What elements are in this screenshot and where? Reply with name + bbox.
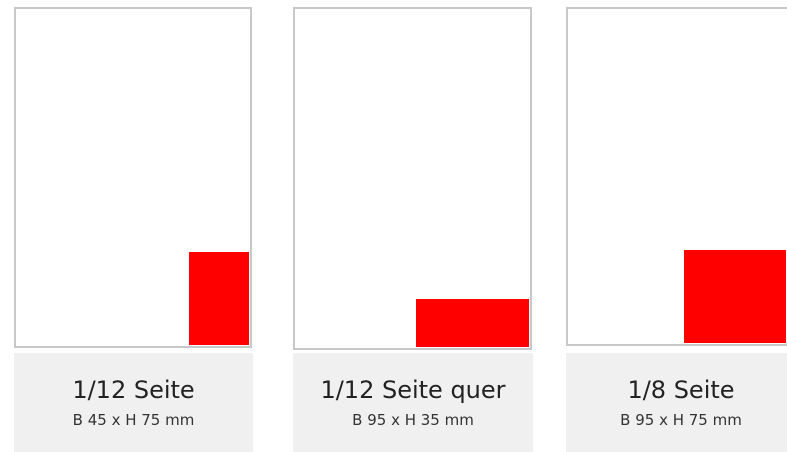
format-title: 1/12 Seite quer <box>320 376 506 404</box>
format-caption: 1/12 Seite B 45 x H 75 mm <box>14 353 253 452</box>
page-preview <box>14 7 252 348</box>
format-dimensions: B 45 x H 75 mm <box>72 411 195 429</box>
format-title: 1/8 Seite <box>627 376 735 404</box>
ad-placement-block <box>189 252 249 345</box>
format-dimensions: B 95 x H 35 mm <box>352 411 474 429</box>
format-caption: 1/8 Seite B 95 x H 75 mm <box>566 353 787 452</box>
format-dimensions: B 95 x H 75 mm <box>620 411 742 429</box>
ad-placement-block <box>416 299 529 347</box>
format-title: 1/12 Seite <box>72 376 195 404</box>
format-caption: 1/12 Seite quer B 95 x H 35 mm <box>293 353 533 452</box>
page-preview <box>566 7 787 346</box>
page-preview <box>293 7 532 350</box>
ad-placement-block <box>684 250 786 343</box>
